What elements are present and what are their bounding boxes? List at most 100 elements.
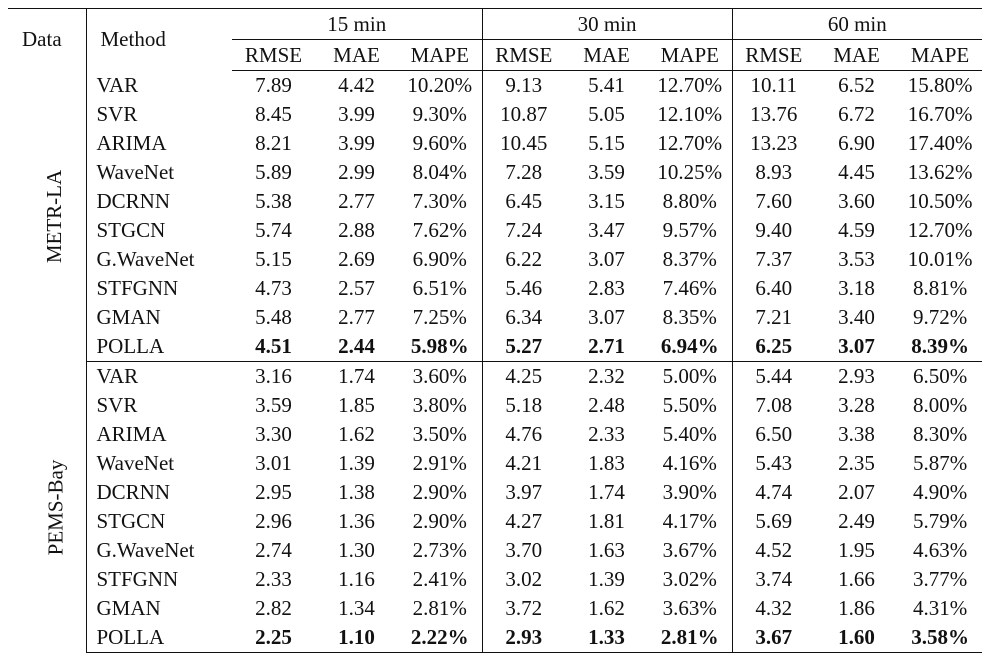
metric-value: 4.25 [505, 364, 543, 388]
method-name: GMAN [96, 305, 161, 329]
metric-value: 2.81% [398, 594, 483, 623]
metric-value: 8.39% [898, 332, 983, 362]
metric-value: 12.70% [907, 218, 973, 242]
metric-value: 2.95 [255, 480, 292, 504]
metric-value: 4.31% [912, 596, 968, 620]
metric-value: 7.37 [755, 247, 793, 271]
metric-value: 1.34 [338, 596, 375, 620]
metric-value: 3.99 [338, 102, 375, 126]
metric-value: 2.77 [338, 305, 375, 329]
metric-value: 4.59 [838, 218, 875, 242]
metric-value: 9.57% [648, 216, 733, 245]
metric-value: 2.74 [255, 538, 292, 562]
metric-value: 1.60 [815, 623, 899, 653]
metric-value: 2.33 [588, 422, 625, 446]
metric-value: 8.93 [755, 160, 793, 184]
metric-value: 2.88 [338, 218, 375, 242]
metric-value: 6.52 [838, 73, 875, 97]
metric-value: 3.58% [898, 623, 983, 653]
dataset-label-cell: PEMS-Bay [8, 361, 87, 653]
metric-value: 6.50 [755, 422, 793, 446]
metric-value: 3.07 [815, 332, 899, 362]
table-row: SVR 8.45 3.99 9.30% 10.87 5.05 12.10% 13.76 6.72… [8, 100, 982, 129]
table-row: DCRNN 5.38 2.77 7.30% 6.45 3.15 8.80% 7.60 3.60 1… [8, 187, 982, 216]
metric-value: 3.47 [588, 218, 625, 242]
metric-value: 5.98% [398, 332, 483, 362]
metric-value: 8.45 [255, 102, 292, 126]
metric-value: 5.27 [482, 332, 566, 362]
metric-value: 2.57 [338, 276, 375, 300]
metric-value: 7.60 [755, 189, 793, 213]
metric-value: 8.21 [255, 131, 292, 155]
table-row: STGCN 2.96 1.36 2.90% 4.27 1.81 4.17% 5.69 2.49 5… [8, 507, 982, 536]
metric-value: 5.40% [648, 420, 733, 449]
method-name: VAR [96, 364, 139, 388]
metric-value: 9.60% [398, 129, 483, 158]
method-name: ARIMA [96, 422, 167, 446]
method-name: STFGNN [96, 276, 179, 300]
metric-value: 1.95 [838, 538, 875, 562]
metric-value: 2.41% [398, 565, 483, 594]
metric-value: 3.72 [505, 596, 543, 620]
metric-value: 4.45 [838, 160, 875, 184]
metric-value: 2.93 [482, 623, 566, 653]
metric-value: 4.17% [648, 507, 733, 536]
table-row: DCRNN 2.95 1.38 2.90% 3.97 1.74 3.90% 4.74 2.07 4… [8, 478, 982, 507]
table-row: GMAN 2.82 1.34 2.81% 3.72 1.62 3.63% 4.32 1.86 4.… [8, 594, 982, 623]
method-name: WaveNet [96, 451, 175, 475]
metric-value: 13.23 [750, 131, 798, 155]
table-row: WaveNet 3.01 1.39 2.91% 4.21 1.83 4.16% 5.43 2.3… [8, 449, 982, 478]
metric-value: 3.50% [398, 420, 483, 449]
metric-value: 9.13 [505, 73, 543, 97]
metric-value: 7.08 [755, 393, 793, 417]
metric-value: 1.16 [338, 567, 375, 591]
metric-value: 5.15 [588, 131, 625, 155]
metric-value: 1.62 [588, 596, 625, 620]
table-row: METR-LA VAR 7.89 4.42 10.20% 9.13 5.41 12.70% 10… [8, 70, 982, 362]
metric-value: 8.30% [912, 422, 968, 446]
metric-value: 10.20% [398, 70, 483, 100]
table-row: WaveNet 5.89 2.99 8.04% 7.28 3.59 10.25% 8.93 4.… [8, 158, 982, 187]
method-name: DCRNN [96, 480, 171, 504]
metric-value: 5.74 [255, 218, 292, 242]
metric-value: 9.30% [398, 100, 483, 129]
metric-value: 5.05 [588, 102, 625, 126]
metric-header: MAE [565, 39, 649, 71]
metric-value: 1.81 [588, 509, 625, 533]
metric-value: 8.35% [648, 303, 733, 332]
metric-value: 3.59 [588, 160, 625, 184]
method-name: STGCN [96, 218, 166, 242]
method-name: SVR [96, 393, 138, 417]
table-header: Data Method 15 min 30 min 60 min RMSE MA… [8, 8, 983, 71]
metric-value: 3.38 [838, 422, 875, 446]
metric-value: 9.72% [912, 305, 968, 329]
metric-value: 3.67 [732, 623, 816, 653]
metric-value: 3.97 [505, 480, 543, 504]
metric-value: 2.99 [338, 160, 375, 184]
header-row-metrics: RMSE MAE MAPE RMSE MAE MAPE RMSE MAE MAP… [8, 39, 983, 71]
metric-value: 2.81% [648, 623, 733, 653]
metric-value: 4.21 [505, 451, 543, 475]
metric-value: 8.37% [648, 245, 733, 274]
metric-value: 4.63% [912, 538, 968, 562]
metric-value: 5.46 [505, 276, 543, 300]
metric-value: 3.16 [255, 364, 292, 388]
table-row: SVR 3.59 1.85 3.80% 5.18 2.48 5.50% 7.08 3.28 8.0… [8, 391, 982, 420]
method-name: POLLA [86, 332, 232, 362]
method-name: POLLA [86, 623, 232, 653]
metric-value: 5.38 [255, 189, 292, 213]
dataset-label-cell: METR-LA [8, 70, 87, 362]
metric-value: 10.50% [907, 189, 973, 213]
metric-value: 3.67% [648, 536, 733, 565]
metric-value: 3.15 [588, 189, 625, 213]
metric-value: 6.72 [838, 102, 875, 126]
metric-value: 6.25 [732, 332, 816, 362]
table-row: G.WaveNet 5.15 2.69 6.90% 6.22 3.07 8.37% 7.37 3… [8, 245, 982, 274]
metric-value: 3.02% [648, 565, 733, 594]
metric-value: 2.96 [255, 509, 292, 533]
method-name: G.WaveNet [96, 538, 195, 562]
metric-value: 7.21 [755, 305, 793, 329]
metric-value: 1.30 [338, 538, 375, 562]
dataset-label: PEMS-Bay [43, 459, 68, 555]
